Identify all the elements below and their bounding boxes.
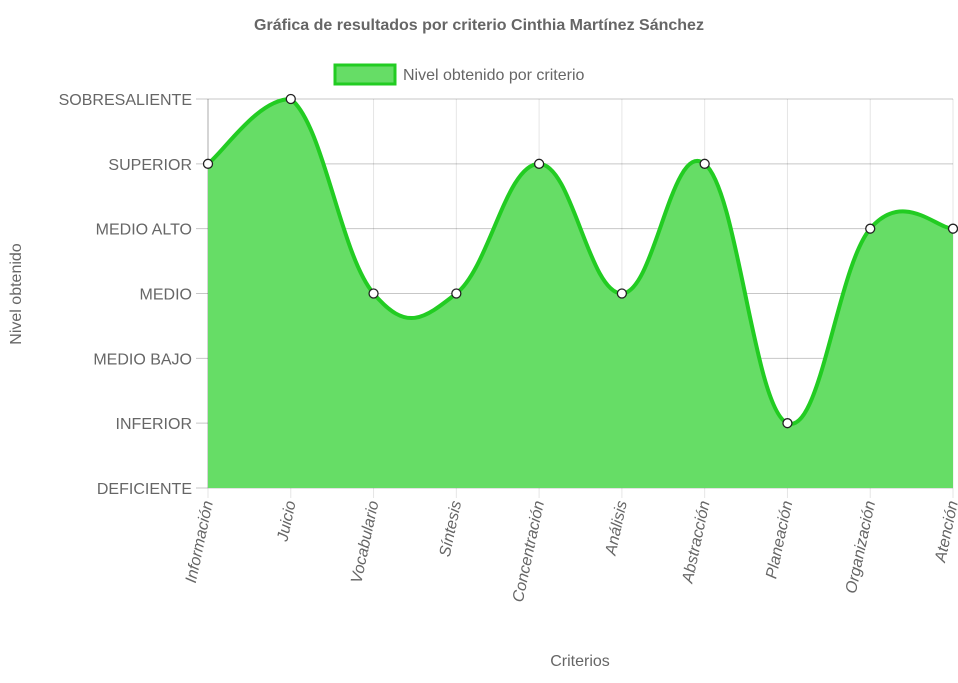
data-point-abstracción[interactable] (699, 158, 710, 169)
data-point-concentración[interactable] (533, 158, 545, 169)
chart-title: Gráfica de resultados por criterio Cinth… (254, 17, 704, 34)
x-tick-label: Planeación (763, 499, 796, 580)
y-axis-ticks: DEFICIENTE INFERIOR MEDIO BAJO MEDIO MEDIO A… (59, 92, 192, 498)
y-tick-label: INFERIOR (116, 416, 192, 433)
data-point-juicio[interactable] (285, 93, 296, 105)
x-tick-label: Síntesis (437, 499, 465, 558)
data-point-síntesis[interactable] (451, 288, 462, 299)
x-tick-label: Información (183, 499, 217, 584)
x-tick-label: Atención (932, 499, 958, 565)
x-tick-label: Concentración (510, 499, 548, 604)
y-tick-label: MEDIO (140, 287, 192, 304)
y-tick-label: SUPERIOR (108, 157, 192, 174)
series-line (206, 96, 954, 426)
legend-swatch (333, 63, 397, 86)
x-tick-label: Juicio (274, 499, 299, 544)
y-axis-label: Nivel obtenido (8, 243, 25, 345)
series-area (206, 96, 954, 488)
y-tick-label: SOBRESALIENTE (59, 92, 192, 109)
y-tick-label: MEDIO BAJO (93, 351, 192, 368)
legend[interactable]: Nivel obtenido por criterio (333, 63, 585, 86)
x-axis-label: Criterios (550, 653, 610, 670)
x-tick-label: Vocabulario (348, 499, 382, 585)
y-tick-label: MEDIO ALTO (96, 222, 192, 239)
x-axis-ticks: Información Juicio Vocabulario Síntesis Conc… (183, 499, 958, 604)
data-point-organización[interactable] (865, 223, 876, 234)
data-point-planeación[interactable] (782, 418, 793, 429)
x-tick-label: Abstracción (679, 499, 713, 585)
data-point-vocabulario[interactable] (368, 288, 379, 299)
data-point-análisis[interactable] (616, 288, 628, 299)
y-tick-label: DEFICIENTE (97, 481, 192, 498)
data-point-información[interactable] (202, 158, 214, 169)
data-points (202, 93, 958, 429)
data-point-atención[interactable] (947, 223, 958, 234)
x-tick-label: Análisis (603, 499, 631, 557)
x-tick-label: Organización (843, 499, 879, 595)
legend-label: Nivel obtenido por criterio (403, 67, 585, 84)
